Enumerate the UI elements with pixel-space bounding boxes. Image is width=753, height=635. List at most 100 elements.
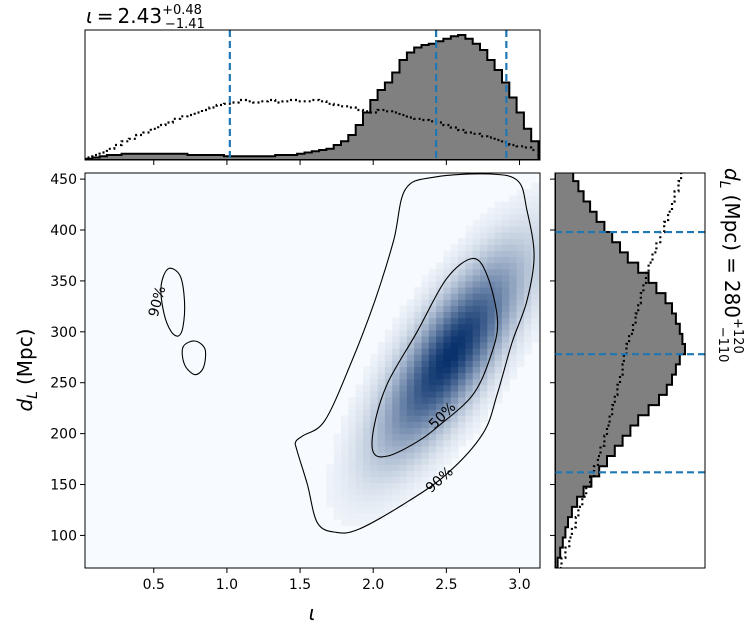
density-cell <box>428 293 437 300</box>
density-cell <box>538 262 540 270</box>
density-cell <box>428 458 437 465</box>
density-cell <box>480 305 488 313</box>
density-cell <box>399 317 408 325</box>
density-cell <box>428 354 437 361</box>
density-cell <box>443 280 452 288</box>
density-cell <box>436 287 445 294</box>
density-cell <box>399 335 408 343</box>
density-cell <box>480 323 488 331</box>
density-cell <box>450 421 459 429</box>
density-cell <box>472 219 481 227</box>
density-cell <box>421 341 430 349</box>
density-cell <box>494 207 503 215</box>
density-cell <box>487 207 496 215</box>
density-cell <box>472 329 481 337</box>
density-cell <box>494 299 503 306</box>
density-cell <box>436 390 445 398</box>
density-cell <box>538 213 540 221</box>
density-cell <box>333 494 342 502</box>
density-cell <box>341 506 349 514</box>
density-cell <box>472 225 481 233</box>
density-cell <box>428 415 437 422</box>
density-cell <box>458 433 466 441</box>
density-cell <box>458 396 466 404</box>
density-cell <box>436 409 445 416</box>
density-cell <box>399 390 408 398</box>
density-cell <box>436 293 445 300</box>
density-cell <box>501 348 510 355</box>
density-cell <box>392 433 401 441</box>
density-cell <box>472 421 481 429</box>
density-cell <box>443 341 452 349</box>
density-cell <box>450 280 459 288</box>
density-cell <box>421 445 430 453</box>
density-cell <box>436 274 445 282</box>
density-cell <box>406 403 415 410</box>
density-cell <box>428 372 437 380</box>
density-cell <box>531 317 540 325</box>
density-cell <box>355 451 364 459</box>
density-cell <box>355 458 364 465</box>
y-tick-label: 350 <box>50 274 77 290</box>
density-cell <box>458 317 466 325</box>
density-cell <box>392 384 401 392</box>
density-cell <box>494 293 503 300</box>
density-cell <box>399 378 408 386</box>
density-cell <box>538 317 540 325</box>
density-cell <box>355 476 364 484</box>
density-cell <box>472 403 481 410</box>
density-cell <box>370 378 379 386</box>
density-cell <box>384 341 393 349</box>
density-cell <box>472 360 481 368</box>
density-cell <box>370 409 379 416</box>
density-cell <box>377 396 386 404</box>
density-cell <box>523 238 532 245</box>
density-cell <box>392 488 401 496</box>
density-cell <box>531 268 540 276</box>
density-cell <box>414 378 423 386</box>
density-cell <box>377 348 386 355</box>
density-cell <box>406 482 415 490</box>
density-cell <box>443 329 452 337</box>
density-cell <box>406 335 415 343</box>
density-cell <box>494 335 503 343</box>
density-cell <box>384 384 393 392</box>
density-cell <box>472 372 481 380</box>
density-cell <box>436 433 445 441</box>
density-cell <box>450 293 459 300</box>
density-cell <box>509 305 518 313</box>
density-cell <box>399 458 408 465</box>
density-cell <box>516 329 525 337</box>
density-cell <box>487 262 496 270</box>
density-cell <box>480 262 488 270</box>
density-cell <box>421 293 430 300</box>
density-cell <box>341 439 349 447</box>
density-cell <box>428 403 437 410</box>
density-cell <box>538 232 540 239</box>
density-cell <box>377 506 386 514</box>
density-cell <box>480 360 488 368</box>
density-cell <box>472 415 481 422</box>
density-cell <box>384 378 393 386</box>
density-cell <box>487 299 496 306</box>
density-cell <box>392 470 401 477</box>
density-cell <box>399 494 408 502</box>
density-cell <box>406 458 415 465</box>
density-cell <box>362 396 371 404</box>
density-cell <box>509 225 518 233</box>
density-cell <box>392 354 401 361</box>
density-cell <box>538 256 540 264</box>
density-cell <box>443 360 452 368</box>
density-cell <box>501 305 510 313</box>
density-cell <box>421 415 430 422</box>
density-cell <box>436 360 445 368</box>
density-cell <box>428 329 437 337</box>
density-cell <box>523 335 532 343</box>
density-cell <box>501 238 510 245</box>
density-cell <box>362 458 371 465</box>
density-cell <box>443 445 452 453</box>
density-cell <box>355 519 364 526</box>
density-cell <box>436 280 445 288</box>
density-cell <box>443 311 452 319</box>
density-cell <box>377 360 386 368</box>
